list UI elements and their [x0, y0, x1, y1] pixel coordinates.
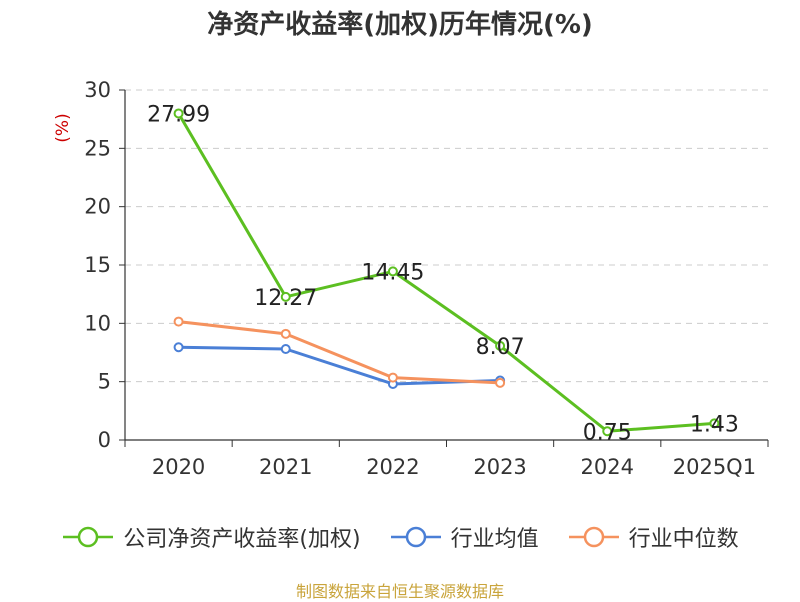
- legend-label-industry-median: 行业中位数: [628, 527, 739, 552]
- data-point-1: [280, 344, 291, 354]
- data-point-0: [709, 418, 720, 429]
- y-tick-label: 20: [84, 195, 111, 219]
- legend-label-industry-avg: 行业均值: [450, 527, 539, 552]
- legend-item-company[interactable]: 公司净资产收益率(加权): [61, 521, 361, 553]
- series-lines: [173, 108, 720, 437]
- data-point-0: [280, 291, 291, 302]
- data-label: 12.27: [254, 286, 317, 311]
- y-tick-label: 30: [84, 78, 111, 102]
- data-label: 8.07: [476, 335, 525, 360]
- data-point-2: [173, 316, 184, 327]
- data-label: 27.99: [147, 102, 210, 127]
- legend: 公司净资产收益率(加权) 行业均值 行业中位数: [0, 520, 800, 554]
- y-tick-label: 0: [98, 428, 111, 452]
- x-tick-label: 2020: [152, 455, 205, 479]
- axes: 0 5 10 15 20 25 30 2020 2021 2022 2023 2024 2025Q1: [84, 78, 769, 479]
- series-line-2: [178, 320, 501, 385]
- series-line-0: [177, 112, 715, 433]
- y-tick-label: 5: [98, 370, 111, 394]
- data-point-1: [173, 342, 184, 353]
- x-tick-label: 2023: [473, 455, 526, 479]
- data-label: 14.45: [361, 260, 424, 285]
- data-point-2: [387, 372, 398, 383]
- data-point-2: [280, 328, 291, 339]
- data-labels: 27.99 12.27 14.45 8.07 0.75 1.43: [147, 102, 739, 445]
- data-point-0: [602, 426, 613, 437]
- legend-marker-industry-avg: [390, 526, 441, 548]
- legend-item-industry-avg[interactable]: 行业均值: [389, 521, 539, 553]
- x-tick-label: 2021: [259, 455, 312, 479]
- x-tick-label: 2025Q1: [673, 455, 756, 479]
- data-source-note: 制图数据来自恒生聚源数据库: [295, 582, 504, 601]
- grid-lines: [125, 89, 768, 383]
- chart-title: 净资产收益率(加权)历年情况(%): [207, 10, 593, 40]
- series-line-1: [178, 345, 501, 386]
- x-tick-label: 2022: [366, 455, 419, 479]
- data-label: 1.43: [690, 412, 739, 437]
- legend-marker-industry-median: [568, 526, 619, 548]
- y-tick-label: 10: [84, 311, 111, 335]
- legend-item-industry-median[interactable]: 行业中位数: [567, 521, 739, 553]
- legend-marker-company: [63, 526, 114, 548]
- data-point-0: [495, 340, 506, 351]
- y-axis-label: (%): [53, 113, 73, 142]
- data-point-2: [495, 377, 506, 388]
- x-tick-label: 2024: [581, 455, 634, 479]
- data-point-0: [173, 108, 184, 119]
- data-point-0: [387, 266, 398, 277]
- legend-label-company: 公司净资产收益率(加权): [123, 527, 361, 552]
- y-tick-label: 15: [84, 253, 111, 277]
- data-label: 0.75: [583, 420, 632, 445]
- y-tick-label: 25: [84, 136, 111, 160]
